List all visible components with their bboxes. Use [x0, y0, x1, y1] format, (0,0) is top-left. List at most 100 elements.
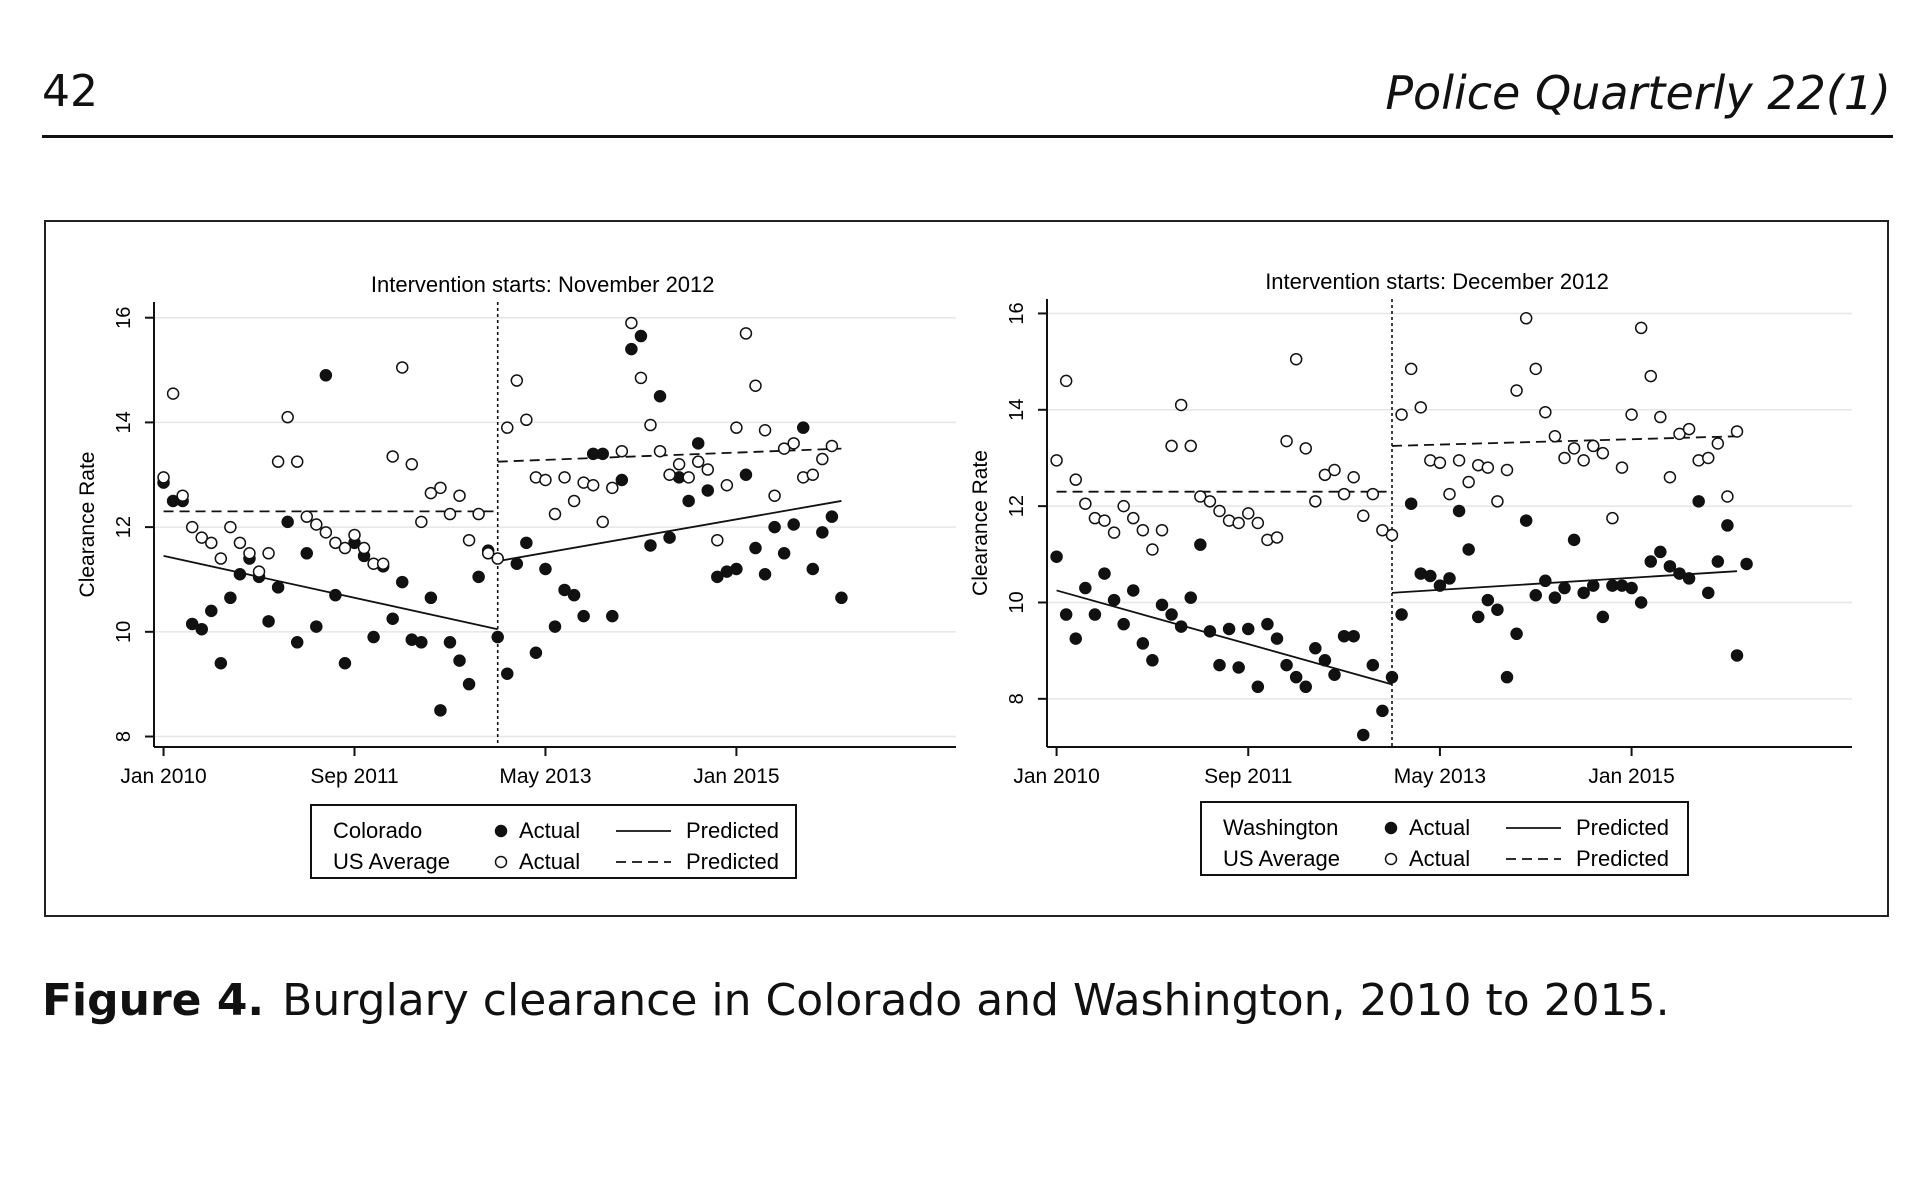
us-average-point — [1146, 543, 1159, 556]
actual-point — [1165, 608, 1178, 621]
y-axis-label: Clearance Rate — [969, 450, 992, 596]
us-average-point — [1376, 523, 1389, 537]
us-average-point — [1702, 451, 1715, 465]
us-average-point — [1059, 374, 1073, 388]
us-average-point — [1328, 463, 1341, 477]
actual-point — [1079, 581, 1092, 595]
us-average-point — [806, 468, 820, 482]
legend-actual-label: Actual — [1409, 846, 1470, 871]
legend-actual-label: Actual — [519, 818, 580, 843]
us-average-point — [1136, 523, 1150, 537]
actual-point — [510, 557, 524, 571]
actual-point — [1395, 608, 1408, 621]
actual-point — [1481, 593, 1495, 607]
us-average-point — [1539, 405, 1552, 419]
us-average-point — [739, 327, 753, 340]
us-average-point — [1644, 369, 1657, 383]
actual-point — [338, 656, 352, 670]
us-average-point — [472, 507, 485, 521]
us-average-point — [157, 471, 170, 484]
page-number: 42 — [42, 66, 98, 117]
us-average-point — [1098, 514, 1111, 527]
us-average-point — [357, 541, 371, 555]
actual-point — [529, 646, 543, 660]
us-average-point — [205, 536, 218, 550]
actual-point — [1682, 572, 1696, 585]
actual-point — [1596, 610, 1610, 624]
y-axis-label: Clearance Rate — [76, 452, 99, 598]
us-average-point — [1711, 437, 1725, 450]
us-average-point — [319, 526, 333, 539]
actual-point — [539, 562, 552, 576]
actual-point — [1663, 560, 1677, 573]
us-average-point — [462, 533, 476, 547]
actual-point — [1347, 629, 1360, 643]
actual-point — [300, 547, 314, 560]
us-average-point — [682, 471, 695, 484]
us-average-point — [510, 374, 524, 387]
us-average-point — [233, 536, 247, 550]
y-tick-label: 12 — [113, 516, 135, 538]
us-average-point — [1357, 509, 1370, 523]
us-average-point — [1462, 475, 1475, 489]
y-tick-label: 10 — [113, 621, 135, 643]
us-average-point — [1634, 321, 1648, 335]
actual-point — [749, 541, 762, 555]
actual-point — [262, 615, 275, 628]
actual-point — [1634, 596, 1648, 609]
actual-point — [205, 604, 218, 618]
y-tick-label: 12 — [1006, 495, 1028, 517]
actual-point — [625, 342, 638, 356]
actual-point — [424, 591, 438, 605]
y-tick-label: 16 — [113, 307, 135, 329]
actual-point — [634, 329, 648, 343]
actual-point — [1357, 728, 1370, 742]
actual-point — [1433, 579, 1447, 592]
actual-point — [1730, 649, 1744, 662]
us-average-point — [329, 536, 342, 550]
legend-row2-name: US Average — [1223, 846, 1340, 871]
actual-point — [1376, 704, 1389, 718]
us-average-point — [1299, 442, 1312, 455]
header-rule — [42, 135, 1893, 138]
actual-point — [1203, 625, 1217, 638]
actual-point — [1567, 533, 1581, 547]
legend: Colorado US Average Actual Actual Predicted P… — [310, 804, 797, 879]
us-average-point — [1117, 499, 1130, 513]
us-average-point — [1289, 352, 1303, 366]
us-average-point — [195, 531, 208, 544]
us-average-point — [1385, 528, 1399, 542]
us-average-point — [567, 494, 581, 508]
actual-point — [1174, 620, 1188, 633]
actual-point — [1548, 591, 1562, 604]
actual-point — [1098, 567, 1111, 580]
actual-point — [395, 575, 409, 589]
us-average-point — [214, 552, 228, 565]
actual-point — [758, 567, 772, 581]
actual-point — [310, 620, 323, 633]
actual-point — [1242, 622, 1255, 636]
us-average-point — [185, 520, 199, 534]
figure-frame: 8 10 12 14 16 Jan 2010 Sep 2011 May 2013 Jan 201… — [44, 220, 1889, 917]
us-average-point — [290, 455, 304, 468]
us-average-point — [376, 557, 390, 571]
us-average-point — [338, 541, 352, 555]
actual-point — [787, 518, 800, 531]
legend-actual-label: Actual — [519, 849, 580, 874]
us-average-point — [720, 478, 734, 492]
us-average-point — [672, 458, 686, 471]
us-average-point — [1452, 454, 1466, 467]
us-average-point — [1443, 487, 1456, 501]
us-average-point — [1548, 430, 1562, 443]
actual-point — [1510, 627, 1523, 641]
us-average-point — [1213, 504, 1226, 518]
actual-point — [567, 588, 581, 602]
us-average-point — [386, 450, 399, 463]
x-tick-label: Jan 2010 — [120, 765, 206, 788]
chart-panel-2: 8 10 12 14 16 Jan 2010 Sep 2011 May 2013 Jan 201… — [969, 269, 1852, 876]
actual-point — [1366, 658, 1380, 672]
us-average-point — [1251, 516, 1265, 530]
y-tick-label: 8 — [113, 731, 135, 742]
us-average-point — [1481, 461, 1495, 474]
us-average-point — [1500, 463, 1514, 477]
